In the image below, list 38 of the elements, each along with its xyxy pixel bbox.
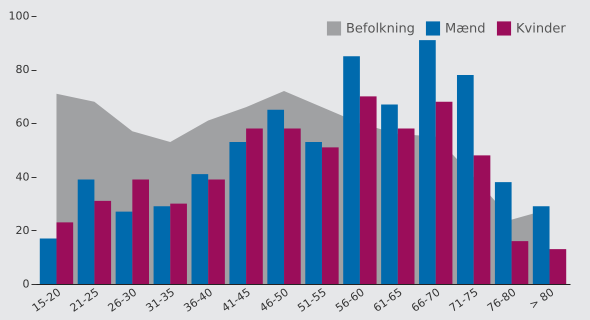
legend-label: Befolkning	[346, 21, 415, 36]
bar	[474, 155, 490, 284]
bar	[208, 179, 225, 284]
bar	[132, 179, 150, 284]
bar	[78, 179, 94, 284]
x-tick-label: > 80	[527, 286, 556, 312]
y-tick-label: 60	[16, 116, 30, 130]
bar	[343, 56, 360, 284]
bar	[154, 206, 170, 284]
y-tick-label: 80	[16, 63, 30, 76]
bar	[246, 128, 263, 284]
bar	[305, 142, 322, 284]
bar	[284, 128, 301, 284]
legend-label: Mænd	[445, 21, 486, 36]
bar	[94, 200, 112, 284]
bar	[229, 142, 246, 284]
y-tick-label: 100	[8, 10, 30, 22]
legend-label: Kvinder	[516, 21, 566, 36]
bar	[381, 104, 398, 284]
y-tick-label: 0	[22, 278, 30, 290]
bar	[116, 212, 132, 284]
y-tick-label: 20	[16, 224, 30, 237]
bar	[170, 204, 187, 284]
bar	[322, 147, 339, 284]
bar	[40, 238, 56, 284]
bar	[56, 222, 74, 284]
bar	[191, 174, 208, 284]
bar	[532, 206, 550, 284]
bar	[550, 249, 566, 284]
bar	[494, 182, 512, 284]
bar	[398, 128, 415, 284]
bar	[512, 241, 528, 284]
y-tick-label: 40	[16, 170, 30, 184]
bar	[456, 74, 474, 284]
bar	[360, 96, 377, 284]
bar	[436, 102, 452, 284]
bar	[419, 40, 436, 284]
bar	[267, 110, 284, 284]
